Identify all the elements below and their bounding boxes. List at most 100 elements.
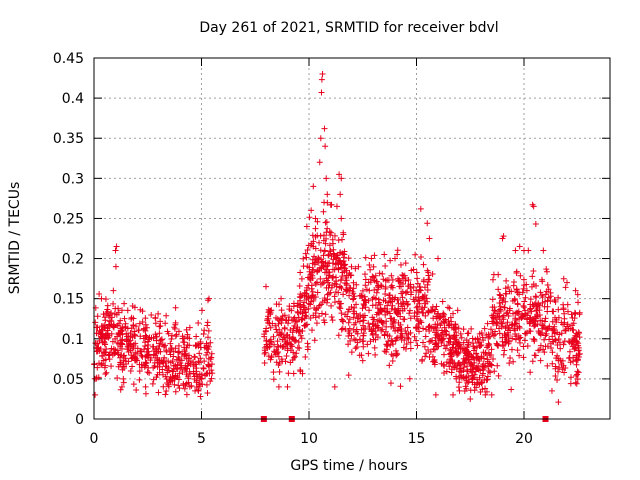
data-point xyxy=(339,273,346,280)
data-point xyxy=(166,348,173,355)
data-point xyxy=(482,385,489,392)
data-point xyxy=(543,266,550,273)
data-point xyxy=(106,356,113,363)
data-point xyxy=(303,223,310,230)
data-point xyxy=(512,320,519,327)
data-point xyxy=(527,328,534,335)
data-point xyxy=(443,359,450,366)
data-point xyxy=(524,315,531,322)
data-point xyxy=(125,358,132,365)
data-point xyxy=(350,308,357,315)
data-point xyxy=(516,352,523,359)
data-point xyxy=(565,308,572,315)
data-point xyxy=(484,320,491,327)
data-point xyxy=(505,284,512,291)
data-point xyxy=(268,352,275,359)
data-point xyxy=(263,283,269,290)
data-point xyxy=(309,266,316,273)
data-point xyxy=(388,305,395,312)
data-point xyxy=(373,311,380,318)
data-point xyxy=(558,361,565,368)
data-point xyxy=(329,240,336,247)
data-point xyxy=(338,236,345,243)
data-point xyxy=(522,294,529,301)
data-point xyxy=(111,350,118,357)
data-point xyxy=(169,368,176,375)
data-point xyxy=(310,312,317,319)
data-point xyxy=(120,375,127,382)
data-point xyxy=(338,326,345,333)
data-point xyxy=(550,327,557,334)
data-point xyxy=(133,387,140,394)
data-point xyxy=(319,280,326,287)
data-point xyxy=(541,318,548,325)
data-point xyxy=(516,323,523,330)
data-point xyxy=(350,279,357,286)
data-point xyxy=(360,300,367,307)
data-point xyxy=(208,350,215,357)
data-point xyxy=(382,277,389,284)
data-point xyxy=(181,344,188,351)
data-point xyxy=(499,297,506,304)
data-point xyxy=(283,352,290,359)
data-point xyxy=(124,325,131,332)
data-point xyxy=(463,377,470,384)
data-point xyxy=(426,235,433,242)
data-point xyxy=(316,159,323,166)
data-point xyxy=(395,319,402,326)
data-point xyxy=(275,362,282,369)
data-point xyxy=(495,271,502,278)
data-point xyxy=(514,347,521,354)
data-point xyxy=(536,307,543,314)
data-point xyxy=(309,275,316,282)
data-point xyxy=(278,356,285,363)
data-point xyxy=(527,369,534,376)
data-point xyxy=(419,309,426,316)
data-point xyxy=(365,320,372,327)
data-point xyxy=(369,314,376,321)
data-point xyxy=(136,368,143,375)
data-point xyxy=(346,306,353,313)
data-point xyxy=(399,294,406,301)
data-point xyxy=(178,364,185,371)
data-point xyxy=(102,362,109,369)
data-point xyxy=(413,315,420,322)
data-point xyxy=(159,371,166,378)
data-point xyxy=(484,360,491,367)
data-point xyxy=(372,328,379,335)
data-point xyxy=(369,302,376,309)
data-point xyxy=(557,357,564,364)
data-point xyxy=(110,287,117,294)
data-point xyxy=(419,357,426,364)
data-point xyxy=(279,313,286,320)
data-point xyxy=(394,247,401,254)
data-point xyxy=(496,330,503,337)
chart-title: Day 261 of 2021, SRMTID for receiver bdv… xyxy=(199,20,498,36)
data-point xyxy=(99,360,106,367)
data-point xyxy=(575,342,582,349)
data-point xyxy=(571,309,578,316)
data-point xyxy=(207,339,214,346)
data-point xyxy=(271,341,278,348)
data-point xyxy=(123,336,130,343)
data-point xyxy=(549,318,556,325)
plot-frame xyxy=(93,57,611,420)
y-axis-label: SRMTID / TECUs xyxy=(7,182,23,295)
data-point xyxy=(204,349,211,356)
data-point xyxy=(164,369,171,376)
data-point xyxy=(450,391,457,398)
data-point xyxy=(195,386,202,393)
data-point xyxy=(346,270,353,277)
data-point xyxy=(505,324,512,331)
data-point xyxy=(276,368,283,375)
data-point xyxy=(492,314,499,321)
data-point xyxy=(562,364,569,371)
data-point xyxy=(311,337,318,344)
data-point xyxy=(145,364,152,371)
data-point xyxy=(152,331,159,338)
data-point xyxy=(151,359,158,366)
data-point xyxy=(400,272,407,279)
data-point xyxy=(184,331,191,338)
data-point xyxy=(494,320,501,327)
data-point xyxy=(543,330,550,337)
